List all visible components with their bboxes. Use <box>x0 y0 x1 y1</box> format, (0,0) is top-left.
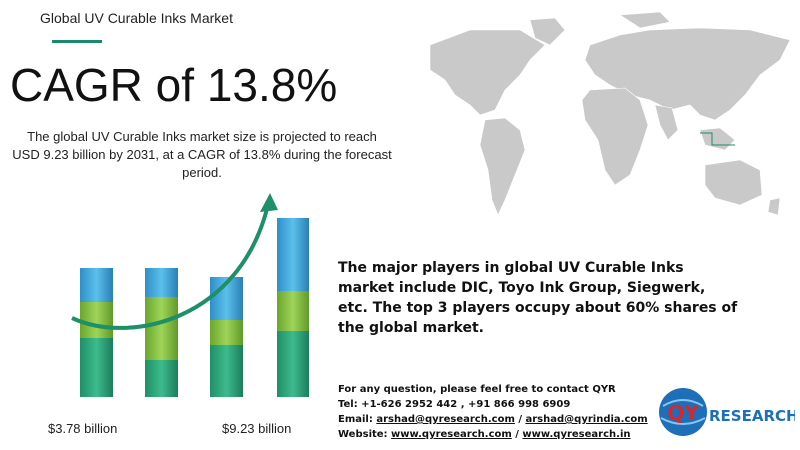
logo-mark: QY <box>667 401 699 425</box>
bar-segment <box>277 331 309 397</box>
contact-tel: Tel: +1-626 2952 442 , +91 866 998 6909 <box>338 399 571 410</box>
bar-segment <box>80 268 113 302</box>
growth-arrow <box>71 193 278 330</box>
bar-segment <box>210 320 243 345</box>
separator: / <box>515 429 519 440</box>
contact-intro: For any question, please feel free to co… <box>338 384 616 395</box>
title-rule <box>52 40 102 43</box>
contact-block: For any question, please feel free to co… <box>338 382 648 442</box>
logo-text: RESEARCH <box>709 407 795 425</box>
world-map <box>429 11 791 216</box>
bar-segment <box>145 360 178 397</box>
end-value-label: $9.23 billion <box>222 421 292 436</box>
bar-segment <box>145 268 178 297</box>
email-link[interactable]: arshad@qyrindia.com <box>525 414 648 425</box>
contact-website: Website: www.qyresearch.com / www.qyrese… <box>338 427 648 442</box>
bar-illustration <box>80 218 309 397</box>
bar-segment <box>210 345 243 397</box>
bar-segment <box>80 302 113 338</box>
bar-segment <box>277 291 309 331</box>
market-title: Global UV Curable Inks Market <box>40 10 233 26</box>
website-link[interactable]: www.qyresearch.in <box>522 429 631 440</box>
logo: QY RESEARCH <box>659 388 795 436</box>
map-pointer <box>700 132 735 146</box>
website-label: Website: <box>338 429 388 440</box>
separator: / <box>518 414 523 425</box>
market-description: The global UV Curable Inks market size i… <box>12 129 392 180</box>
bar-segment <box>145 297 178 360</box>
website-link[interactable]: www.qyresearch.com <box>391 429 512 440</box>
players-summary: The major players in global UV Curable I… <box>338 260 738 336</box>
bar-segment <box>277 218 309 291</box>
start-value-label: $3.78 billion <box>48 421 118 436</box>
bar-segment <box>80 338 113 397</box>
cagr-headline: CAGR of 13.8% <box>10 59 338 111</box>
email-label: Email: <box>338 414 373 425</box>
email-link[interactable]: arshad@qyresearch.com <box>376 414 515 425</box>
logo-globe <box>659 388 707 436</box>
contact-email: Email: arshad@qyresearch.com / arshad@qy… <box>338 412 648 427</box>
